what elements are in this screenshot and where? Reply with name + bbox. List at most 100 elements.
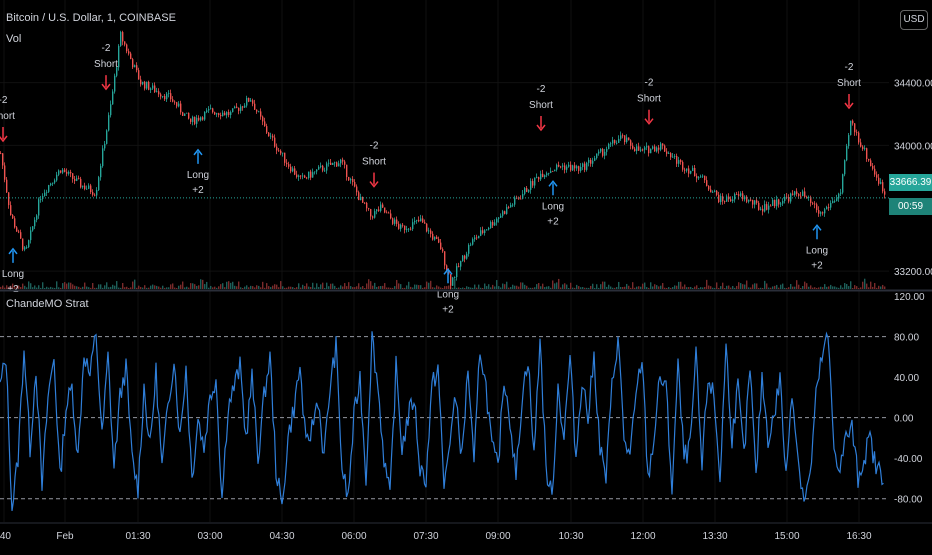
- candle-body: [414, 220, 416, 223]
- volume-bar: [572, 287, 574, 289]
- candle-body: [686, 168, 688, 171]
- candle-body: [472, 239, 474, 245]
- volume-bar: [362, 286, 364, 289]
- candle-body: [100, 166, 102, 178]
- volume-bar: [790, 284, 792, 289]
- volume-bar: [506, 281, 508, 289]
- volume-bar: [192, 283, 194, 289]
- candle-body: [620, 135, 622, 139]
- volume-bar: [808, 286, 810, 289]
- candle-body: [178, 103, 180, 107]
- candle-body: [242, 106, 244, 108]
- price-axis[interactable]: 34400.00 34000.00 33200.00: [894, 79, 932, 279]
- volume-bar: [482, 287, 484, 289]
- volume-bar: [68, 282, 70, 289]
- signal-label: -2: [0, 95, 8, 106]
- volume-bar: [76, 286, 78, 289]
- time-axis[interactable]: :40 Feb 01:30 03:00 04:30 06:00 07:30 09:00 10:3…: [0, 522, 932, 542]
- candle-body: [502, 211, 504, 216]
- candle-body: [238, 107, 240, 111]
- volume-bar: [162, 285, 164, 289]
- signal-label: Short: [362, 157, 386, 168]
- volume-bar: [444, 286, 446, 289]
- volume-bar: [216, 287, 218, 289]
- volume-bar: [884, 286, 886, 289]
- candle-body: [614, 140, 616, 144]
- volume-bar: [876, 287, 878, 289]
- candle-body: [22, 238, 24, 250]
- candle-body: [802, 191, 804, 196]
- candle-body: [234, 106, 236, 109]
- candle-body: [740, 193, 742, 196]
- volume-bar: [254, 287, 256, 289]
- candle-body: [186, 112, 188, 114]
- candle-body: [2, 153, 4, 166]
- candle-body: [474, 237, 476, 240]
- candle-body: [796, 191, 798, 194]
- long-arrow-head: [812, 224, 822, 231]
- volume-bar: [120, 287, 122, 289]
- signal-label: -2: [845, 62, 854, 73]
- candle-body: [832, 201, 834, 204]
- volume-bar: [520, 282, 522, 289]
- volume-bar: [112, 284, 114, 289]
- candle-body: [38, 199, 40, 216]
- volume-bar: [492, 284, 494, 289]
- volume-bar: [412, 287, 414, 289]
- volume-bar: [438, 286, 440, 289]
- volume-bar: [504, 284, 506, 289]
- candle-body: [484, 230, 486, 233]
- candle-body: [66, 171, 68, 174]
- candle-body: [576, 166, 578, 169]
- volume-bar: [406, 285, 408, 289]
- candle-body: [824, 209, 826, 214]
- volume-bar: [160, 287, 162, 289]
- volume-bar: [262, 281, 264, 289]
- candle-body: [432, 233, 434, 240]
- volume-bar: [88, 287, 90, 289]
- time-tick-label: 13:30: [702, 531, 727, 542]
- currency-button[interactable]: USD: [900, 10, 928, 30]
- volume-bar: [878, 285, 880, 289]
- candle-body: [220, 115, 222, 117]
- candle-body: [28, 240, 30, 248]
- volume-bar: [312, 282, 314, 289]
- volume-bar: [448, 285, 450, 289]
- signal-label: Long: [806, 245, 828, 256]
- oscillator-axis[interactable]: 120.00 80.00 40.00 0.00 -40.00 -80.00: [894, 292, 925, 506]
- volume-bar: [872, 286, 874, 289]
- candle-body: [830, 203, 832, 208]
- candle-body: [500, 215, 502, 218]
- candle-body: [270, 135, 272, 137]
- volume-bar: [368, 279, 370, 289]
- volume-bar: [40, 287, 42, 289]
- volume-bar: [0, 286, 2, 289]
- candle-body: [834, 200, 836, 202]
- volume-bar: [862, 281, 864, 289]
- candle-body: [872, 166, 874, 169]
- candle-body: [606, 148, 608, 152]
- volume-bar: [786, 287, 788, 289]
- volume-bar: [398, 283, 400, 289]
- candle-body: [402, 224, 404, 226]
- candle-body: [172, 99, 174, 102]
- candle-body: [636, 146, 638, 152]
- signal-label: -2: [537, 84, 546, 95]
- time-tick-label: 16:30: [846, 531, 871, 542]
- candle-body: [336, 162, 338, 167]
- volume-bar: [284, 287, 286, 289]
- volume-bar: [274, 284, 276, 289]
- volume-bar: [242, 287, 244, 289]
- candle-body: [252, 100, 254, 104]
- volume-bar: [124, 287, 126, 289]
- volume-bar: [704, 286, 706, 289]
- volume-bar: [58, 287, 60, 289]
- volume-bar: [752, 284, 754, 289]
- candle-body: [870, 160, 872, 167]
- volume-bar: [14, 286, 16, 289]
- candle-body: [868, 159, 870, 161]
- volume-bar: [208, 287, 210, 289]
- candle-body: [70, 171, 72, 174]
- candle-body: [644, 147, 646, 150]
